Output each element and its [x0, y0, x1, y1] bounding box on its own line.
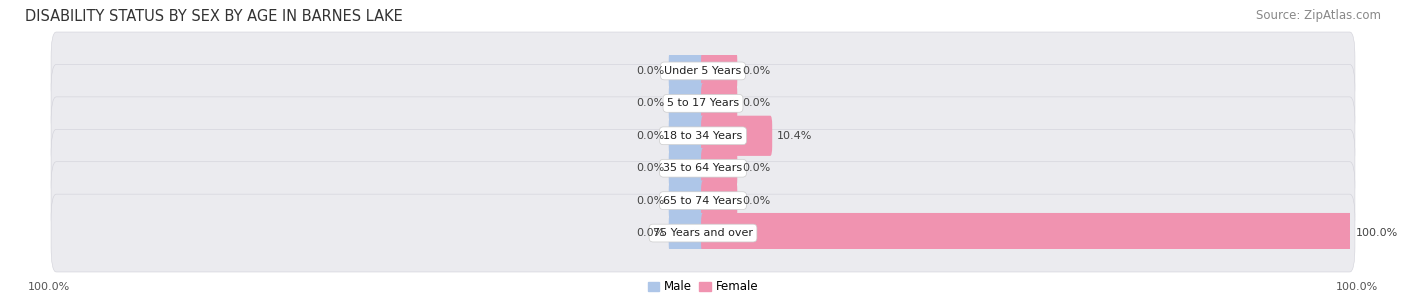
Text: 0.0%: 0.0%: [742, 163, 770, 173]
FancyBboxPatch shape: [702, 148, 737, 188]
Text: 10.4%: 10.4%: [776, 131, 813, 141]
FancyBboxPatch shape: [669, 51, 704, 91]
FancyBboxPatch shape: [669, 148, 704, 188]
FancyBboxPatch shape: [702, 51, 737, 91]
FancyBboxPatch shape: [51, 129, 1355, 207]
Text: 0.0%: 0.0%: [742, 66, 770, 76]
Text: 5 to 17 Years: 5 to 17 Years: [666, 98, 740, 108]
Text: Under 5 Years: Under 5 Years: [665, 66, 741, 76]
Text: DISABILITY STATUS BY SEX BY AGE IN BARNES LAKE: DISABILITY STATUS BY SEX BY AGE IN BARNE…: [25, 9, 404, 24]
Text: 100.0%: 100.0%: [28, 282, 70, 292]
FancyBboxPatch shape: [702, 181, 737, 221]
FancyBboxPatch shape: [51, 97, 1355, 175]
FancyBboxPatch shape: [669, 116, 704, 156]
Text: 75 Years and over: 75 Years and over: [652, 228, 754, 238]
FancyBboxPatch shape: [51, 32, 1355, 110]
Text: 0.0%: 0.0%: [636, 98, 664, 108]
Text: 100.0%: 100.0%: [1357, 228, 1399, 238]
Text: Source: ZipAtlas.com: Source: ZipAtlas.com: [1256, 9, 1381, 22]
Text: 100.0%: 100.0%: [1336, 282, 1378, 292]
Text: 0.0%: 0.0%: [636, 163, 664, 173]
FancyBboxPatch shape: [51, 194, 1355, 272]
FancyBboxPatch shape: [669, 181, 704, 221]
FancyBboxPatch shape: [702, 213, 1351, 253]
FancyBboxPatch shape: [51, 162, 1355, 240]
FancyBboxPatch shape: [702, 83, 737, 123]
FancyBboxPatch shape: [669, 83, 704, 123]
Text: 18 to 34 Years: 18 to 34 Years: [664, 131, 742, 141]
Legend: Male, Female: Male, Female: [643, 275, 763, 298]
Text: 0.0%: 0.0%: [636, 66, 664, 76]
FancyBboxPatch shape: [702, 116, 772, 156]
Text: 0.0%: 0.0%: [742, 98, 770, 108]
Text: 0.0%: 0.0%: [742, 196, 770, 206]
Text: 0.0%: 0.0%: [636, 228, 664, 238]
FancyBboxPatch shape: [669, 213, 704, 253]
Text: 0.0%: 0.0%: [636, 196, 664, 206]
Text: 35 to 64 Years: 35 to 64 Years: [664, 163, 742, 173]
Text: 0.0%: 0.0%: [636, 131, 664, 141]
Text: 65 to 74 Years: 65 to 74 Years: [664, 196, 742, 206]
FancyBboxPatch shape: [51, 64, 1355, 142]
